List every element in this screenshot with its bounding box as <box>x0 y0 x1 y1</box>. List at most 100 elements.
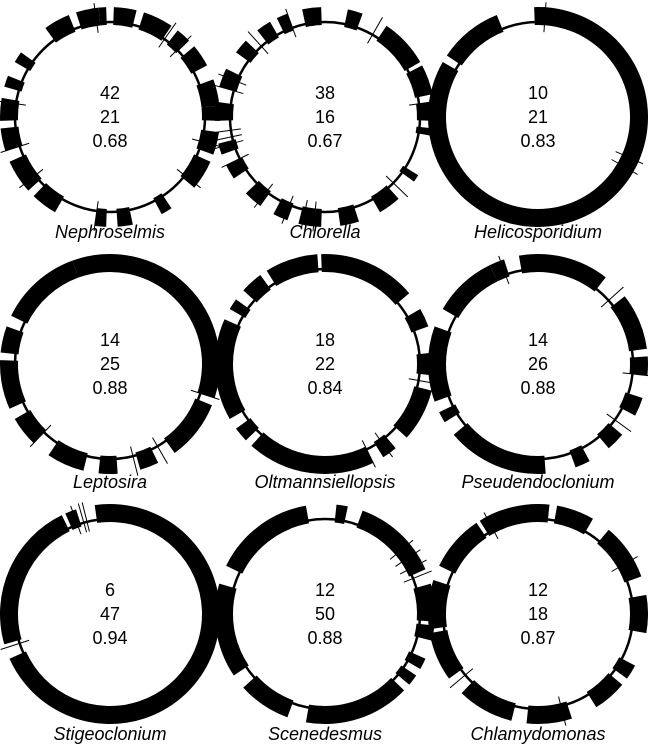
gene-block <box>305 677 405 725</box>
panel-value: 18 <box>528 604 548 624</box>
gene-block <box>597 423 623 449</box>
species-label: Oltmannsiellopsis <box>254 472 395 492</box>
gene-block <box>393 386 432 438</box>
gene-block <box>113 7 137 28</box>
panel-value: 14 <box>528 330 548 350</box>
gene-boundary-tick <box>19 168 44 189</box>
gene-block <box>0 97 20 121</box>
gene-block <box>14 410 47 444</box>
genome-map-chlorella: 38 16 0.67 Chlorella <box>211 7 439 242</box>
gene-block <box>196 129 219 155</box>
gene-block <box>138 12 172 41</box>
gene-block <box>33 183 64 213</box>
gene-block <box>215 319 246 419</box>
panel-value: 26 <box>528 354 548 374</box>
genome-map-leptosira: 14 25 0.88 Leptosira <box>0 253 221 492</box>
panel-value: 14 <box>100 330 120 350</box>
gene-boundary-tick <box>312 201 317 232</box>
gene-boundary-tick <box>93 201 99 231</box>
gene-block <box>94 208 107 227</box>
gene-boundary-tick <box>218 73 247 86</box>
panel-value: 0.88 <box>520 378 555 398</box>
gene-block <box>243 675 294 718</box>
species-label: Helicosporidium <box>474 222 602 242</box>
gene-block <box>257 21 279 45</box>
gene-block <box>245 180 271 206</box>
gene-boundary-tick <box>374 432 393 458</box>
panel-value: 6 <box>105 580 115 600</box>
gene-boundary-tick <box>498 255 510 285</box>
gene-boundary-tick <box>169 35 192 58</box>
gene-boundary-tick <box>600 286 624 308</box>
gene-boundary-tick <box>622 372 648 377</box>
gene-block <box>356 510 426 577</box>
gene-boundary-tick <box>214 139 244 150</box>
gene-block <box>569 445 590 468</box>
gene-block <box>0 326 24 355</box>
panel-value: 12 <box>528 580 548 600</box>
gene-block <box>229 299 251 318</box>
gene-boundary-tick <box>158 22 177 48</box>
gene-boundary-tick <box>395 549 421 567</box>
gene-block <box>337 204 359 226</box>
gene-boundary-tick <box>361 440 376 468</box>
gene-block <box>427 326 452 402</box>
gene-boundary-tick <box>77 503 88 533</box>
panel-value: 21 <box>100 107 120 127</box>
gene-boundary-tick <box>606 413 632 432</box>
panel-value: 10 <box>528 83 548 103</box>
gene-block <box>48 440 88 471</box>
panel-value: 21 <box>528 107 548 127</box>
panel-value: 47 <box>100 604 120 624</box>
panel-value: 25 <box>100 354 120 374</box>
gene-block <box>215 583 249 676</box>
panel-value: 12 <box>315 580 335 600</box>
gene-block <box>266 262 291 286</box>
gene-block <box>489 259 510 282</box>
gene-block <box>309 7 322 26</box>
gene-block <box>45 15 76 43</box>
panel-value: 0.84 <box>307 378 342 398</box>
gene-block <box>612 163 634 182</box>
gene-block <box>526 701 572 725</box>
gene-block <box>442 265 498 318</box>
gene-block <box>236 418 259 441</box>
gene-boundary-tick <box>403 570 432 583</box>
genome-map-stigeoclonium: 6 47 0.94 Stigeoclonium <box>0 502 221 744</box>
gene-boundary-tick <box>29 424 52 448</box>
gene-block <box>453 423 546 474</box>
gene-block <box>612 657 636 679</box>
gene-block <box>518 253 606 292</box>
panel-value: 22 <box>315 354 335 374</box>
gene-block <box>98 7 107 26</box>
species-label: Scenedesmus <box>268 724 382 744</box>
gene-boundary-tick <box>70 505 82 535</box>
species-label: Nephroselmis <box>55 222 165 242</box>
gene-block <box>553 505 593 535</box>
gene-boundary-tick <box>0 142 30 154</box>
species-label: Leptosira <box>73 472 147 492</box>
gene-block <box>439 404 460 423</box>
gene-block <box>0 126 23 151</box>
panel-value: 0.83 <box>520 131 555 151</box>
gene-block <box>406 65 433 98</box>
gene-block <box>404 651 426 669</box>
gene-block <box>196 79 220 108</box>
gene-block <box>404 309 429 333</box>
gene-block <box>273 198 294 221</box>
gene-block <box>610 296 647 352</box>
gene-block <box>9 154 42 191</box>
genome-map-helicosporidium: 10 21 0.83 Helicosporidium <box>428 2 648 242</box>
gene-block <box>461 680 516 721</box>
gene-boundary-tick <box>152 437 168 464</box>
genome-map-oltmannsiellopsis: 18 22 0.84 Oltmannsiellopsis <box>215 254 439 492</box>
panel-value: 18 <box>315 330 335 350</box>
gene-boundary-tick <box>558 696 567 726</box>
gene-boundary-tick <box>449 668 474 689</box>
gene-block <box>226 157 249 179</box>
gene-block <box>629 356 648 376</box>
gene-block <box>376 25 421 72</box>
panel-value: 0.94 <box>92 628 127 648</box>
species-label: Chlorella <box>289 222 360 242</box>
